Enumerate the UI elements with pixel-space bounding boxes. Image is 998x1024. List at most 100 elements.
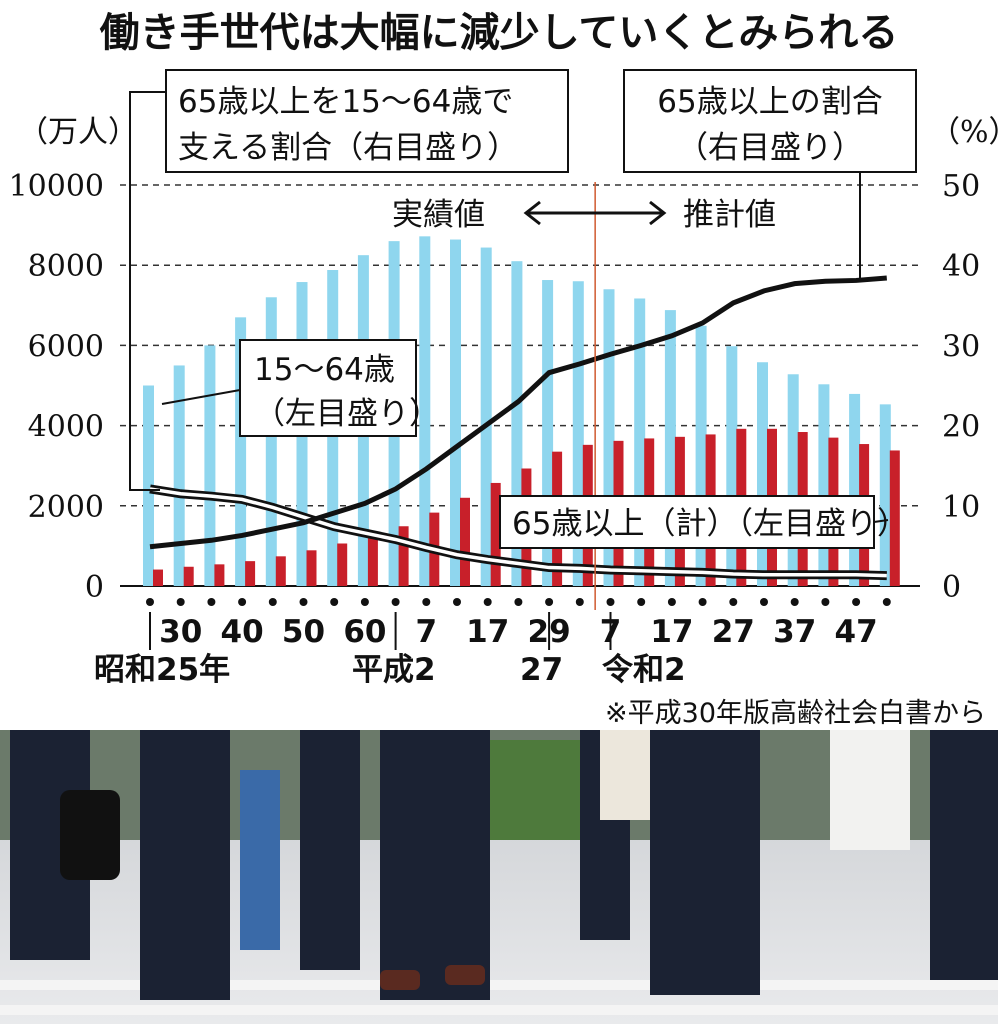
right-tick-label: 10 <box>942 490 980 525</box>
x-axis-dot <box>821 598 830 606</box>
line-support-ratio <box>149 487 887 578</box>
bar-working-age <box>818 384 830 586</box>
right-tick-label: 20 <box>942 410 980 445</box>
era-label-heisei27: 27 <box>520 652 563 688</box>
bar-working-age <box>572 281 584 586</box>
bar-working-age <box>695 325 707 586</box>
x-axis-dot <box>207 598 216 606</box>
bar-elderly <box>337 543 348 586</box>
elderly-total-label: 65歳以上（計）（左目盛り） <box>512 506 908 542</box>
left-tick-label: 4000 <box>28 410 104 445</box>
x-axis-dot <box>698 598 707 606</box>
bar-working-age <box>419 236 431 586</box>
x-tick-label: 37 <box>773 614 816 650</box>
left-tick-label: 6000 <box>28 329 104 364</box>
bar-working-age <box>849 393 861 586</box>
bar-working-age <box>757 362 768 586</box>
bar-working-age <box>173 365 185 586</box>
x-axis-dot <box>852 598 861 606</box>
annotation-elderly-total: 65歳以上（計）（左目盛り） <box>499 495 908 549</box>
x-axis-dot <box>575 598 584 606</box>
estimate-label: 推計値 <box>683 197 776 233</box>
bar-elderly <box>153 569 163 586</box>
bar-working-age <box>480 247 492 586</box>
annotation-support-ratio: 65歳以上を15～64歳で 支える割合（右目盛り） <box>129 69 569 491</box>
left-unit: （万人） <box>18 115 138 150</box>
bar-elderly <box>490 482 501 586</box>
bar-working-age <box>542 280 554 586</box>
x-tick-label: 50 <box>282 614 325 650</box>
x-axis-dot <box>790 598 799 606</box>
left-axis-ticks: 0 2000 4000 6000 8000 10000 <box>9 169 104 605</box>
annotation-working-age: 15～64歳 （左目盛り） <box>161 339 440 437</box>
bar-working-age <box>634 298 646 586</box>
right-tick-label: 30 <box>942 329 980 364</box>
actual-label: 実績値 <box>392 197 485 233</box>
left-tick-label: 10000 <box>9 169 104 204</box>
x-axis-dot <box>729 598 738 606</box>
bar-elderly <box>245 561 256 586</box>
x-tick-label: 30 <box>159 614 202 650</box>
right-tick-label: 50 <box>942 169 980 204</box>
bar-working-age <box>879 404 891 586</box>
bar-elderly <box>306 550 317 586</box>
right-axis-ticks: 0 10 20 30 40 50 <box>942 169 980 605</box>
x-axis-dot <box>146 598 154 606</box>
era-label-showa: 昭和25年 <box>94 652 230 688</box>
bar-working-age <box>265 297 277 586</box>
bar-working-age <box>235 317 247 586</box>
left-tick-label: 8000 <box>28 249 104 284</box>
x-tick-label: 47 <box>835 614 878 650</box>
series-lines <box>149 275 887 581</box>
bar-working-age <box>726 346 738 586</box>
x-axis-dot <box>360 598 369 606</box>
x-axis-dot <box>667 598 676 606</box>
x-axis-dot <box>453 598 461 606</box>
line-elderly-ratio <box>149 275 887 550</box>
left-tick-label: 2000 <box>28 490 104 525</box>
x-axis: 30 40 50 60 7 17 29 7 17 27 37 47 <box>146 598 891 650</box>
x-axis-dot <box>545 598 554 606</box>
x-tick-label: 7 <box>416 614 438 650</box>
working-age-line2: （左目盛り） <box>254 396 440 432</box>
elderly-ratio-line1: 65歳以上の割合 <box>657 84 882 120</box>
x-tick-label: 27 <box>712 614 755 650</box>
bar-elderly <box>183 566 194 586</box>
x-axis-dot <box>422 598 431 606</box>
working-age-line1: 15～64歳 <box>254 352 395 388</box>
support-ratio-line1: 65歳以上を15～64歳で <box>178 84 513 120</box>
annotation-elderly-ratio: 65歳以上の割合 （右目盛り） <box>623 69 917 278</box>
pedestrian-photo <box>0 730 998 1024</box>
bar-elderly <box>214 564 225 586</box>
bar-elderly <box>460 497 470 586</box>
right-tick-label: 0 <box>942 570 961 605</box>
bar-working-age <box>143 385 154 586</box>
bar-working-age <box>664 310 676 586</box>
bar-elderly <box>398 526 409 586</box>
era-label-reiwa: 令和2 <box>602 652 686 688</box>
x-axis-dot <box>176 598 185 606</box>
source-note: ※平成30年版高齢社会白書から <box>605 698 986 729</box>
x-axis-dot <box>514 598 523 606</box>
x-axis-dot <box>330 598 339 606</box>
x-axis-dot <box>268 598 277 606</box>
right-unit: （%） <box>930 115 998 150</box>
x-axis-dot <box>882 598 891 606</box>
x-axis-dot <box>391 598 400 606</box>
bar-working-age <box>603 289 615 586</box>
bar-working-age <box>204 345 216 586</box>
x-tick-label: 17 <box>650 614 693 650</box>
chart-area: 働き手世代は大幅に減少していくとみられる （万人） （%） 0 2000 4000 6… <box>9 10 998 729</box>
x-tick-label: 17 <box>466 614 509 650</box>
bar-working-age <box>511 261 523 586</box>
bar-elderly <box>889 450 900 586</box>
right-tick-label: 40 <box>942 249 980 284</box>
x-axis-dot <box>637 598 646 606</box>
chart-title: 働き手世代は大幅に減少していくとみられる <box>100 10 899 56</box>
x-axis-dot <box>238 598 247 606</box>
x-axis-dot <box>606 598 615 606</box>
left-tick-label: 0 <box>85 570 104 605</box>
era-label-heisei: 平成2 <box>352 652 436 688</box>
bar-working-age <box>450 239 461 586</box>
arrow-icon <box>523 200 667 226</box>
